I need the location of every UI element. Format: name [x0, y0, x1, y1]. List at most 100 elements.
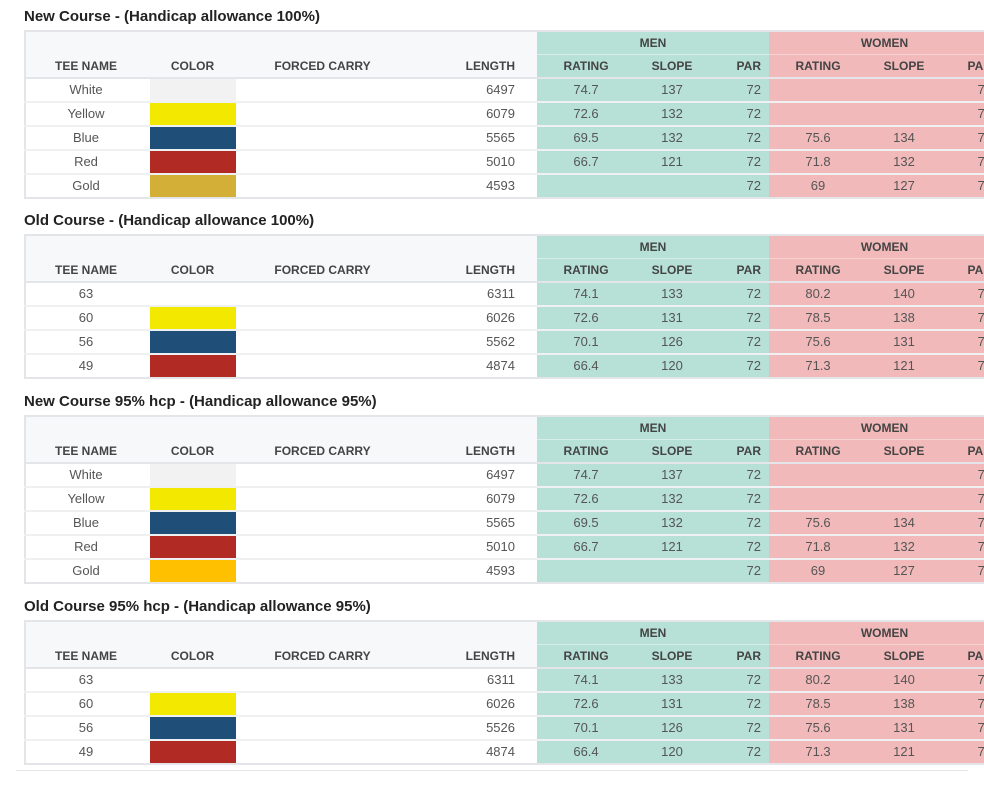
women-slope: 127 — [867, 174, 941, 198]
women-rating: 69 — [769, 559, 867, 583]
tee-table: MEN WOMEN TEE NAME COLOR FORCED CARRY LENGTH R… — [24, 234, 984, 379]
men-rating: 69.5 — [537, 511, 635, 536]
col-header-men-par: PAR — [709, 54, 769, 79]
men-rating: 70.1 — [537, 716, 635, 741]
men-par: 72 — [709, 692, 769, 717]
women-slope — [867, 463, 941, 488]
men-par: 72 — [709, 102, 769, 127]
women-slope: 131 — [867, 716, 941, 741]
course-section-old: Old Course - (Handicap allowance 100%) ME… — [24, 211, 984, 379]
tee-color-swatch — [150, 283, 236, 305]
women-rating: 80.2 — [769, 282, 867, 307]
men-par: 72 — [709, 668, 769, 693]
tee-length: 6026 — [406, 306, 537, 331]
forced-carry — [239, 559, 406, 583]
tee-length: 5565 — [406, 126, 537, 151]
women-rating: 80.2 — [769, 668, 867, 693]
col-header-tee-name: TEE NAME — [25, 439, 146, 464]
tee-color-cell — [146, 174, 239, 198]
men-group-header: MEN — [537, 31, 769, 55]
tee-color-cell — [146, 535, 239, 560]
tee-table: MEN WOMEN TEE NAME COLOR FORCED CARRY LENGTH R… — [24, 30, 984, 199]
title-separator: - — [104, 212, 119, 229]
col-header-women-par: PAR — [941, 258, 984, 283]
men-rating: 66.4 — [537, 740, 635, 764]
men-rating — [537, 559, 635, 583]
men-par: 72 — [709, 174, 769, 198]
women-par: 72 — [941, 330, 984, 355]
women-par: 72 — [941, 102, 984, 127]
forced-carry — [239, 78, 406, 103]
tee-color-swatch — [149, 464, 236, 486]
men-rating: 66.7 — [537, 150, 635, 175]
col-header-forced-carry: FORCED CARRY — [239, 258, 406, 283]
section-title: New Course - (Handicap allowance 100%) — [24, 7, 959, 27]
forced-carry — [239, 535, 406, 560]
men-slope: 132 — [635, 487, 709, 512]
col-header-forced-carry: FORCED CARRY — [239, 439, 406, 464]
tee-name: Yellow — [25, 487, 146, 512]
tee-color-cell — [146, 511, 239, 536]
tee-length: 6497 — [406, 78, 537, 103]
men-slope: 131 — [635, 306, 709, 331]
men-rating: 74.7 — [537, 78, 635, 103]
tee-color-cell — [146, 487, 239, 512]
women-slope: 140 — [867, 668, 941, 693]
women-rating — [769, 102, 867, 127]
forced-carry — [239, 126, 406, 151]
women-par: 72 — [941, 463, 984, 488]
men-slope: 137 — [635, 78, 709, 103]
tee-length: 5562 — [406, 330, 537, 355]
tee-table: MEN WOMEN TEE NAME COLOR FORCED CARRY LENGTH R… — [24, 620, 984, 765]
women-group-header: WOMEN — [769, 235, 984, 259]
tee-color-swatch — [149, 307, 236, 329]
women-rating — [769, 78, 867, 103]
col-header-men-rating: RATING — [537, 54, 635, 79]
forced-carry — [239, 716, 406, 741]
women-par: 72 — [941, 126, 984, 151]
men-rating: 66.4 — [537, 354, 635, 378]
col-header-color: COLOR — [146, 644, 239, 669]
men-par: 72 — [709, 354, 769, 378]
tee-color-cell — [146, 78, 239, 103]
tee-color-cell — [146, 740, 239, 764]
forced-carry — [239, 354, 406, 378]
title-separator: - — [169, 598, 184, 615]
men-par: 72 — [709, 716, 769, 741]
men-slope: 132 — [635, 511, 709, 536]
tee-color-swatch — [149, 79, 236, 101]
women-slope: 134 — [867, 126, 941, 151]
tee-length: 4593 — [486, 178, 515, 193]
tee-color-swatch — [149, 488, 236, 510]
tee-color-cell — [146, 668, 239, 693]
col-header-men-par: PAR — [709, 644, 769, 669]
col-header-women-slope: SLOPE — [867, 439, 941, 464]
men-slope: 126 — [635, 330, 709, 355]
men-par: 72 — [709, 306, 769, 331]
tee-color-cell — [146, 306, 239, 331]
women-rating — [769, 487, 867, 512]
tee-color-cell — [146, 150, 239, 175]
women-rating: 71.3 — [769, 354, 867, 378]
tee-color-swatch — [149, 512, 236, 534]
page-divider — [16, 770, 968, 771]
col-header-length: LENGTH — [406, 54, 537, 79]
women-par: 72 — [941, 559, 984, 583]
col-header-men-slope: SLOPE — [635, 644, 709, 669]
tee-name: 49 — [78, 744, 94, 759]
women-rating: 71.8 — [769, 535, 867, 560]
col-header-length: LENGTH — [406, 644, 537, 669]
men-par: 72 — [709, 126, 769, 151]
col-header-women-slope: SLOPE — [867, 258, 941, 283]
tee-color-swatch — [149, 536, 236, 558]
col-header-color: COLOR — [146, 258, 239, 283]
women-slope: 138 — [867, 692, 941, 717]
men-slope: 133 — [635, 668, 709, 693]
col-header-color: COLOR — [146, 439, 239, 464]
tee-length: 6311 — [406, 668, 537, 693]
